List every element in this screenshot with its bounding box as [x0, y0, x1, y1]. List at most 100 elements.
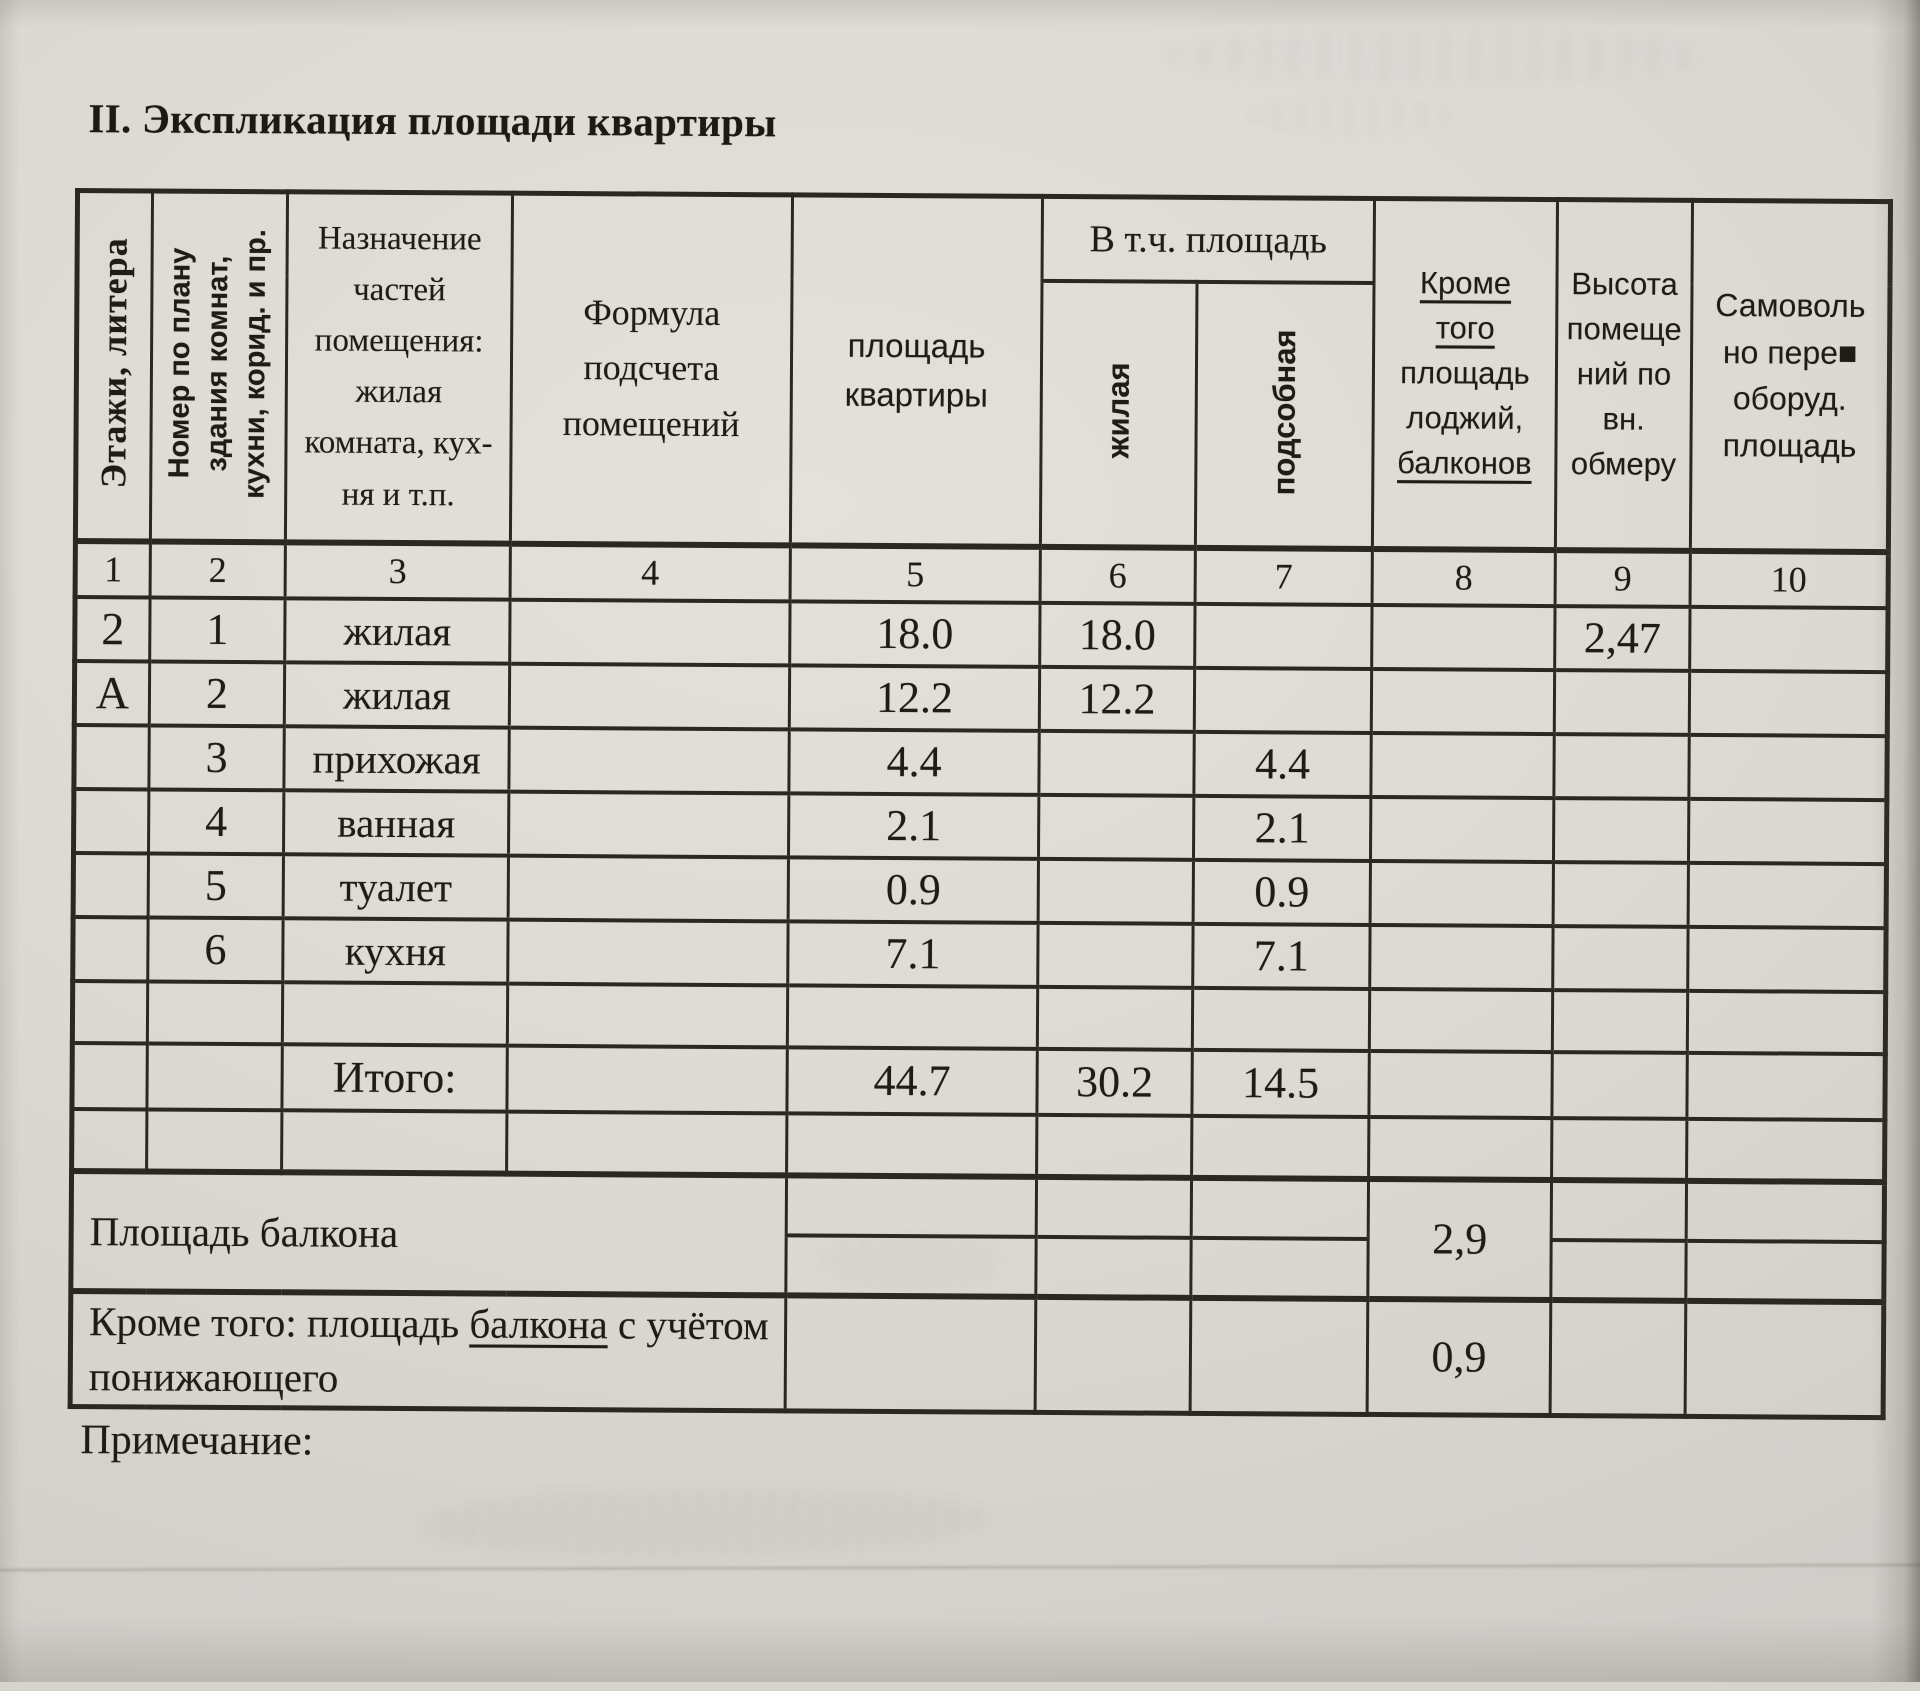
cell-formula [507, 919, 789, 985]
column-number-cell: 10 [1690, 550, 1889, 608]
header-besides-line5: балконов [1397, 444, 1532, 481]
cell-loggia-area [1371, 604, 1556, 670]
empty-cell [1550, 1239, 1687, 1301]
cell-room-number: 4 [148, 788, 284, 854]
balcony-reduced-label-pre: Кроме того: площадь [89, 1297, 470, 1346]
cell-unauthorized [1688, 862, 1887, 928]
empty-cell [506, 1111, 787, 1175]
empty-cell [1550, 1299, 1686, 1417]
cell-loggia-area [1370, 732, 1555, 798]
note-label: Примечание: [80, 1417, 314, 1465]
empty-cell [786, 1174, 1037, 1237]
cell-formula [509, 663, 790, 729]
balcony-reduced-label-post: с учётом [607, 1300, 769, 1348]
balcony-area-row: Площадь балкона 2,9 [70, 1170, 1885, 1300]
balcony-reduced-label: Кроме того: площадь балкона с учётом пон… [70, 1290, 786, 1412]
cell-room-name: туалет [283, 853, 509, 920]
empty-row [71, 1108, 1885, 1182]
empty-cell [787, 984, 1038, 1049]
header-besides-line2: того [1435, 310, 1495, 346]
header-living-area-label: жилая [1100, 362, 1136, 460]
column-number-cell: 6 [1040, 546, 1196, 604]
totals-auxiliary-area: 14.5 [1191, 1049, 1370, 1117]
cell-floor-liter [72, 916, 149, 981]
cell-room-number: 2 [149, 660, 285, 726]
cell-floor-liter: А [74, 660, 150, 725]
cell-living-area [1038, 858, 1194, 924]
empty-cell [785, 1294, 1036, 1413]
balcony-reduced-row: Кроме того: площадь балкона с учётом пон… [70, 1290, 1884, 1418]
balcony-reduced-label-line2: понижающего [88, 1352, 339, 1401]
empty-cell [1036, 1176, 1192, 1238]
cell-living-area [1038, 794, 1194, 860]
column-number-cell: 9 [1555, 549, 1691, 607]
empty-cell [1368, 1050, 1553, 1118]
header-besides-loggias: Кроме того площадь лоджий, балконов [1372, 198, 1558, 550]
bleed-through-smudge [421, 1486, 983, 1558]
cell-living-area: 12.2 [1039, 666, 1195, 732]
header-living-area: жилая [1040, 280, 1198, 548]
cell-auxiliary-area: 0.9 [1193, 859, 1371, 925]
cell-auxiliary-area [1194, 603, 1373, 669]
cell-height [1553, 733, 1690, 799]
cell-height [1552, 925, 1689, 991]
cell-unauthorized [1687, 926, 1887, 992]
empty-row [72, 980, 1886, 1054]
header-auxiliary-area-label: подсобная [1266, 328, 1303, 495]
balcony-reduced-value: 0,9 [1367, 1298, 1551, 1416]
empty-cell [1551, 1179, 1687, 1241]
cell-auxiliary-area: 4.4 [1193, 731, 1372, 797]
empty-cell [1368, 1116, 1552, 1180]
cell-auxiliary-area: 7.1 [1192, 923, 1371, 989]
cell-height [1553, 797, 1689, 863]
cell-living-area [1038, 730, 1195, 796]
empty-cell [1686, 1052, 1886, 1120]
header-area-group: В т.ч. площадь [1042, 196, 1375, 283]
totals-total-area: 44.7 [786, 1046, 1038, 1115]
column-number-cell: 5 [790, 544, 1041, 603]
column-number-cell: 2 [150, 540, 286, 598]
cell-formula [509, 599, 791, 665]
empty-cell [146, 1108, 282, 1172]
cell-loggia-area [1369, 924, 1554, 990]
cell-unauthorized [1688, 734, 1888, 800]
empty-cell [1686, 1180, 1885, 1242]
balcony-area-label: Площадь балкона [70, 1170, 787, 1295]
column-number-cell: 7 [1195, 547, 1373, 605]
empty-cell [1190, 1237, 1369, 1299]
empty-cell [785, 1234, 1037, 1297]
header-floor-liter: Этажи, литера [75, 190, 153, 541]
cell-room-name: жилая [284, 597, 511, 664]
column-number-cell: 3 [285, 541, 511, 600]
cell-room-name: жилая [284, 661, 510, 728]
empty-cell [72, 980, 148, 1043]
column-number-cell: 1 [75, 540, 151, 597]
column-number-cell: 4 [510, 543, 791, 601]
table-row: А 2 жилая 12.2 12.2 [74, 660, 1888, 736]
totals-label: Итого: [281, 1043, 508, 1112]
header-besides-line4: лоджий, [1406, 399, 1524, 436]
empty-cell [1191, 1177, 1369, 1239]
cell-loggia-area [1371, 668, 1555, 734]
cell-room-name: кухня [282, 917, 509, 984]
empty-cell [1035, 1236, 1192, 1298]
cell-loggia-area [1370, 860, 1554, 926]
cell-unauthorized [1689, 606, 1889, 672]
explication-table: Этажи, литера Номер по плану здания комн… [67, 188, 1894, 1421]
empty-cell [1037, 986, 1193, 1050]
empty-cell [1685, 1300, 1884, 1418]
empty-cell [71, 1108, 147, 1171]
balcony-area-value: 2,9 [1367, 1178, 1552, 1300]
empty-cell [1551, 1117, 1687, 1181]
cell-floor-liter [73, 788, 149, 853]
table-row: 6 кухня 7.1 7.1 [72, 916, 1887, 992]
table-row: 5 туалет 0.9 0.9 [73, 852, 1887, 928]
cell-height [1553, 861, 1689, 927]
header-auxiliary-area: подсобная [1195, 281, 1375, 549]
empty-cell [71, 1042, 148, 1109]
table-row: 4 ванная 2.1 2.1 [73, 788, 1887, 864]
empty-cell [282, 981, 508, 1046]
column-number-cell: 8 [1372, 548, 1556, 606]
table-row: 3 прихожая 4.4 4.4 [73, 724, 1888, 800]
